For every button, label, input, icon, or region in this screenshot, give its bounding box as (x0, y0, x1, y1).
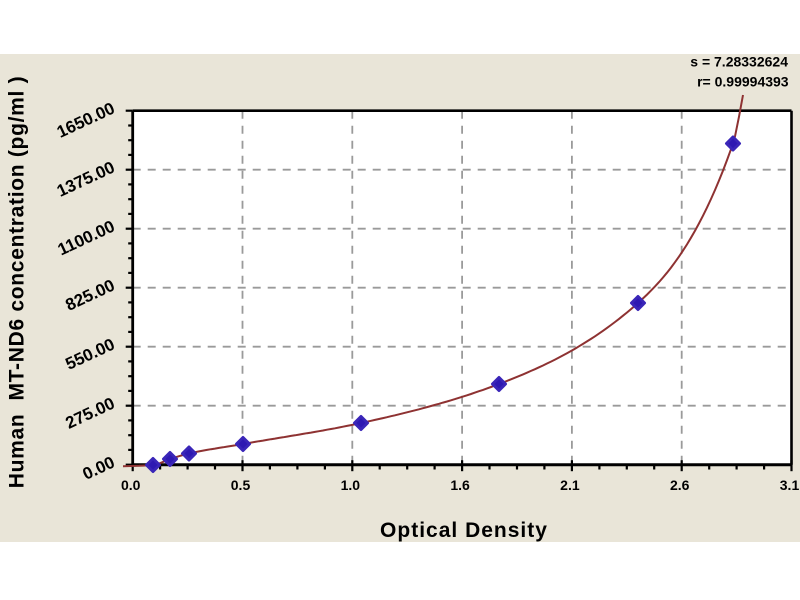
svg-text:1.6: 1.6 (450, 477, 470, 493)
svg-text:Optical Density: Optical Density (380, 519, 548, 542)
svg-text:Human MT-ND6 concentration (p: Human MT-ND6 concentration (pg/ml ) (6, 76, 29, 489)
svg-text:1.0: 1.0 (341, 477, 361, 493)
svg-text:2.1: 2.1 (560, 477, 580, 493)
svg-text:0.0: 0.0 (121, 477, 141, 493)
svg-text:s = 7.28332624: s = 7.28332624 (690, 54, 788, 70)
svg-text:r= 0.99994393: r= 0.99994393 (697, 74, 789, 90)
svg-text:3.1: 3.1 (780, 477, 800, 493)
svg-text:2.6: 2.6 (670, 477, 690, 493)
svg-text:0.5: 0.5 (231, 477, 251, 493)
